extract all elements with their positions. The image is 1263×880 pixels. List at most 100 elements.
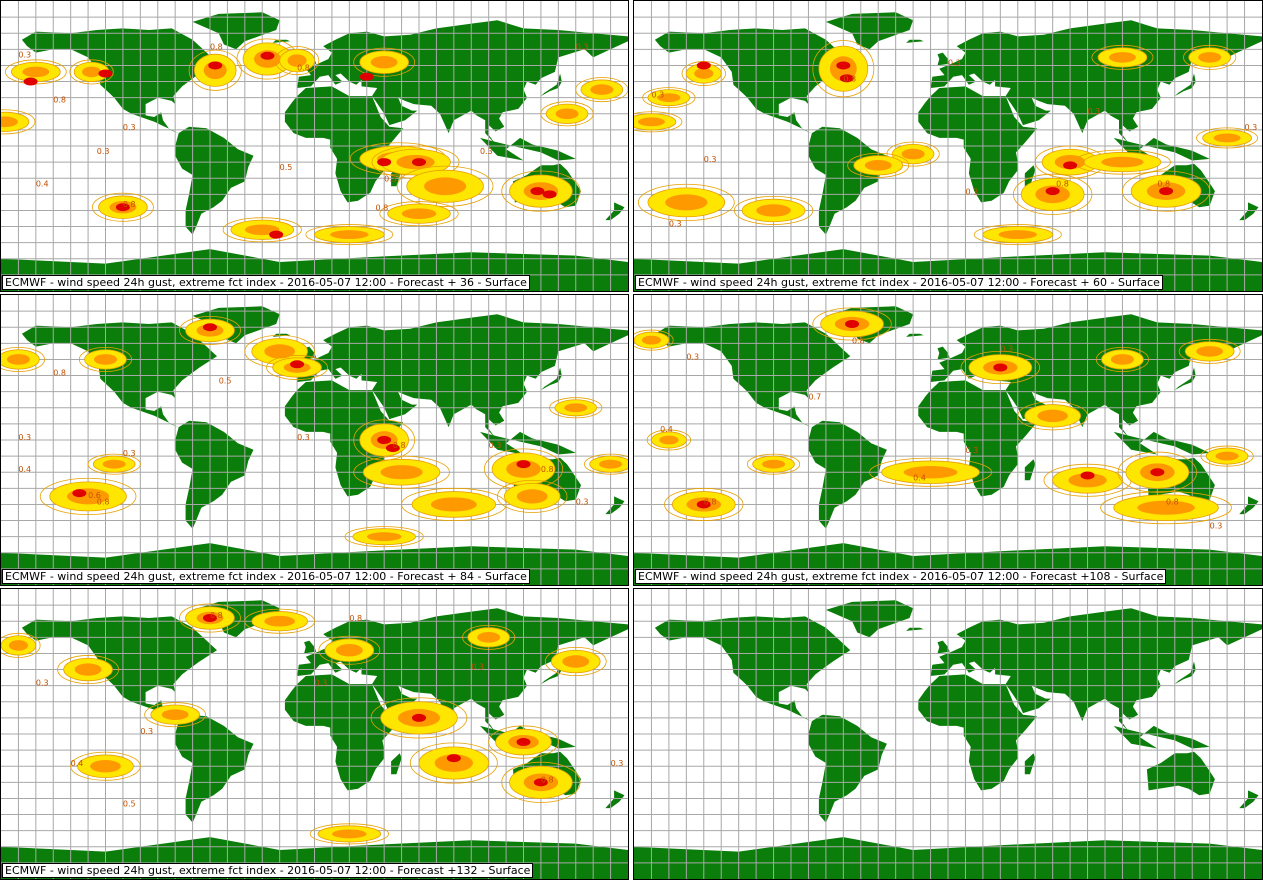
land-japan [540, 367, 562, 391]
contour-label: 0.3 [965, 187, 978, 196]
contour-label: 0.8 [1157, 179, 1170, 188]
efi-contour [746, 453, 801, 475]
efi-contour [1122, 170, 1211, 212]
efi-field [1, 603, 607, 845]
contour-label: 0.3 [669, 220, 682, 229]
contour-label: 0.8 [210, 611, 223, 620]
contour-label: 0.3 [480, 147, 493, 156]
efi-contour [179, 603, 241, 633]
contour-label: 0.4 [660, 425, 673, 434]
efi-contour [599, 459, 623, 469]
efi-contour [756, 204, 791, 217]
land-eurasia [930, 314, 1262, 439]
efi-contour [344, 526, 424, 548]
land-new-zealand [605, 790, 625, 809]
efi-contour [1101, 156, 1144, 168]
efi-contour [8, 640, 28, 651]
efi-contour [733, 195, 814, 225]
world-map: 0.8 0.3 0.4 0.3 0.8 0.3 0.8 0.3 0.3 0.5 [1, 589, 628, 879]
contour-label: 0.3 [315, 679, 328, 688]
efi-extreme-area [377, 436, 392, 444]
contour-label: 0.7 [808, 393, 821, 402]
efi-contour [477, 632, 501, 643]
graticule [1, 589, 628, 879]
efi-contour [39, 477, 137, 515]
efi-extreme-area [203, 614, 217, 622]
efi-extreme-area [385, 444, 400, 453]
efi-contour [1037, 409, 1069, 423]
efi-contour [74, 663, 102, 676]
contour-label: 0.8 [53, 96, 66, 105]
contour-label: 0.3 [384, 174, 397, 183]
efi-contour [57, 655, 119, 685]
land-south-america [808, 714, 887, 823]
efi-contour [309, 823, 389, 845]
world-map: 0.8 0.4 0.3 0.8 0.3 0.4 0.8 0.3 0.3 0.7 [634, 295, 1262, 585]
efi-contour [544, 647, 607, 676]
contour-label: 0.4 [36, 179, 49, 188]
efi-contour [1198, 52, 1222, 63]
land-japan [1174, 367, 1196, 391]
land-new-zealand [1239, 202, 1259, 221]
map-caption: ECMWF - wind speed 24h gust, extreme fct… [635, 275, 1163, 290]
contour-label: 0.3 [1000, 344, 1013, 353]
efi-contour [379, 201, 459, 227]
land-iceland [906, 333, 924, 337]
efi-contour [864, 160, 892, 171]
efi-extreme-area [203, 323, 217, 332]
contour-label: 0.3 [489, 441, 502, 450]
land-japan [1174, 73, 1196, 97]
efi-contour [1095, 346, 1150, 372]
efi-contour [1100, 491, 1232, 525]
efi-contour [646, 429, 692, 451]
efi-contour [305, 224, 394, 246]
efi-contour [1074, 149, 1171, 175]
efi-contour [657, 93, 681, 103]
efi-contour [1013, 173, 1093, 215]
efi-contour [1196, 127, 1259, 149]
efi-contour [903, 466, 958, 479]
contour-label: 0.3 [576, 497, 589, 506]
contour-label: 0.8 [393, 441, 406, 450]
map-panel-1: 0.8 0.3 0.8 0.8 0.3 0.3 0.8 0.3 0.8 0.3 0.3 0.5 0.4 E… [0, 0, 629, 292]
contour-label: 0.3 [36, 679, 49, 688]
contour-label: 0.5 [123, 800, 136, 809]
contour-label: 0.4 [71, 759, 84, 768]
efi-extreme-area [23, 77, 38, 86]
efi-contour [222, 217, 302, 243]
efi-extreme-area [412, 158, 426, 167]
efi-contour [1196, 346, 1224, 357]
efi-extreme-area [696, 61, 711, 70]
efi-contour [366, 532, 402, 542]
contour-label: 0.3 [686, 352, 699, 361]
contour-label: 0.3 [704, 155, 717, 164]
efi-extreme-area [269, 230, 284, 239]
efi-contour [401, 487, 507, 521]
efi-contour [264, 615, 295, 627]
contour-label: 0.6 [88, 491, 101, 500]
land-north-america [21, 28, 218, 134]
efi-contour [869, 457, 993, 487]
efi-contour [264, 344, 295, 359]
contour-label: 0.3 [965, 446, 978, 455]
contour-label: 0.8 [297, 63, 310, 72]
contour-label: 0.8 [541, 775, 554, 784]
land-north-america [654, 322, 851, 428]
efi-contour [549, 397, 603, 419]
contour-label: 0.8 [541, 465, 554, 474]
land-greenland [825, 12, 914, 50]
efi-contour [1137, 500, 1195, 515]
efi-contour [847, 152, 910, 178]
efi-extreme-area [836, 61, 851, 70]
efi-contour [960, 350, 1040, 385]
efi-contour [330, 230, 369, 240]
contour-label: 0.8 [349, 614, 362, 623]
efi-field [634, 307, 1254, 525]
efi-contour [1091, 44, 1154, 70]
efi-field [1, 315, 628, 548]
efi-contour [1178, 338, 1241, 364]
contour-label: 0.3 [140, 727, 153, 736]
efi-contour [812, 307, 892, 341]
land-new-zealand [605, 202, 625, 221]
contour-label: 0.4 [913, 473, 926, 482]
